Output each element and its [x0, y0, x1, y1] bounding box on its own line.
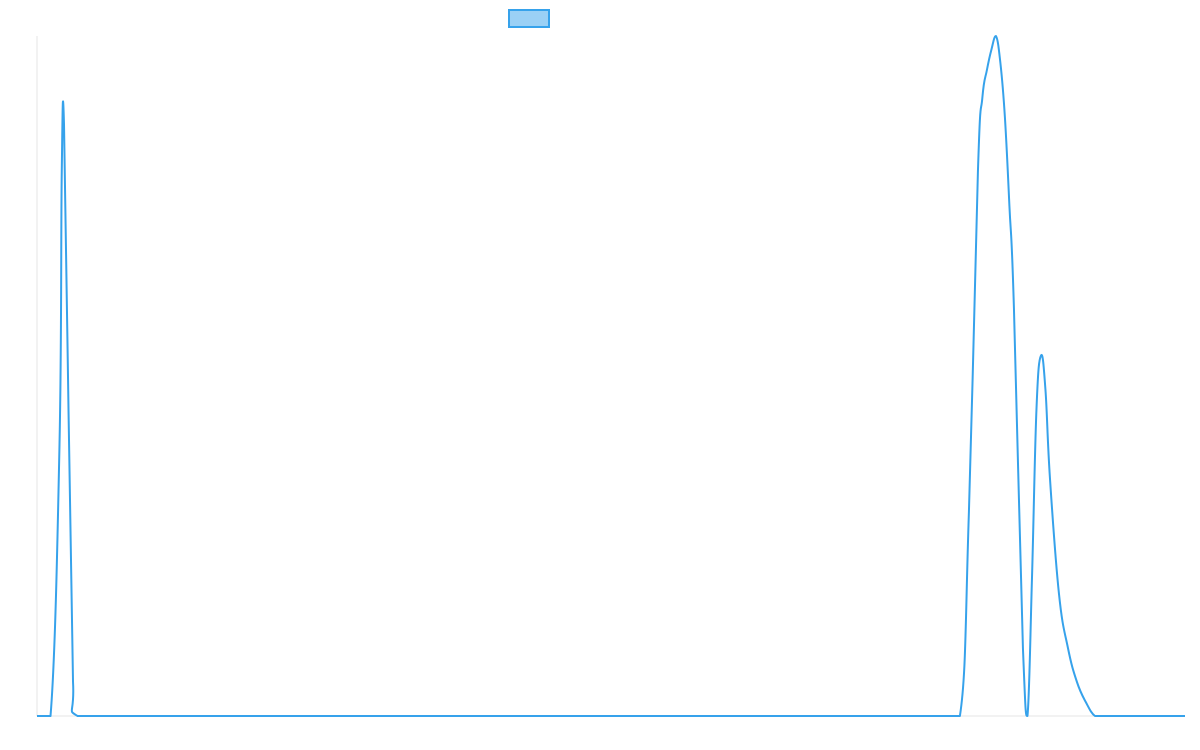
- series-line-0[interactable]: [37, 35, 1185, 718]
- legend[interactable]: [508, 9, 556, 28]
- legend-swatch: [508, 9, 550, 28]
